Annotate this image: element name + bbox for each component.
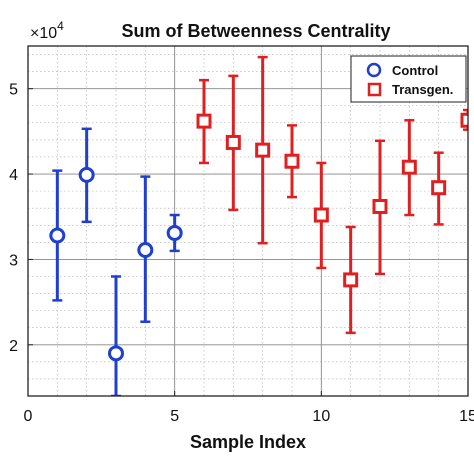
y-tick-label: 3 — [9, 252, 18, 269]
legend-marker-transgen — [367, 82, 382, 97]
x-tick-label: 0 — [24, 408, 33, 425]
y-exponent-label: ×104 — [30, 19, 64, 42]
y-tick-label: 2 — [9, 338, 18, 355]
plot-background — [28, 46, 468, 396]
data-point-square — [196, 113, 212, 129]
legend: Control Transgen. — [350, 55, 467, 103]
data-point-square — [343, 272, 359, 288]
tick-labels: 0 5 10 15 2 3 4 5 — [9, 82, 474, 425]
data-point-square — [460, 112, 468, 128]
data-point-square — [284, 153, 300, 169]
legend-label-transgen: Transgen. — [392, 82, 453, 97]
series-control — [49, 127, 183, 396]
data-point-circle — [108, 345, 124, 362]
plot-frame — [27, 45, 469, 397]
legend-marker-control — [366, 62, 382, 78]
data-point-square — [313, 207, 329, 223]
data-point-square — [401, 159, 417, 175]
x-tick-label: 5 — [170, 408, 179, 425]
x-axis-label: Sample Index — [190, 432, 306, 452]
x-tick-label: 15 — [459, 408, 474, 425]
data-series — [49, 55, 468, 396]
data-point-square — [372, 198, 388, 214]
data-point-circle — [166, 224, 183, 241]
data-point-circle — [137, 242, 154, 259]
data-point-square — [431, 180, 447, 196]
y-exponent-base: ×10 — [30, 25, 57, 42]
legend-label-control: Control — [392, 63, 438, 78]
data-point-square — [225, 134, 241, 150]
series-transgen — [196, 55, 468, 335]
y-exponent-power: 4 — [57, 19, 64, 33]
chart-title: Sum of Betweenness Centrality — [121, 21, 390, 41]
y-tick-label: 4 — [9, 167, 18, 184]
data-point-square — [255, 142, 271, 158]
data-point-circle — [78, 166, 95, 183]
x-tick-label: 10 — [312, 408, 330, 425]
data-point-circle — [49, 227, 66, 244]
y-tick-label: 5 — [9, 82, 18, 99]
